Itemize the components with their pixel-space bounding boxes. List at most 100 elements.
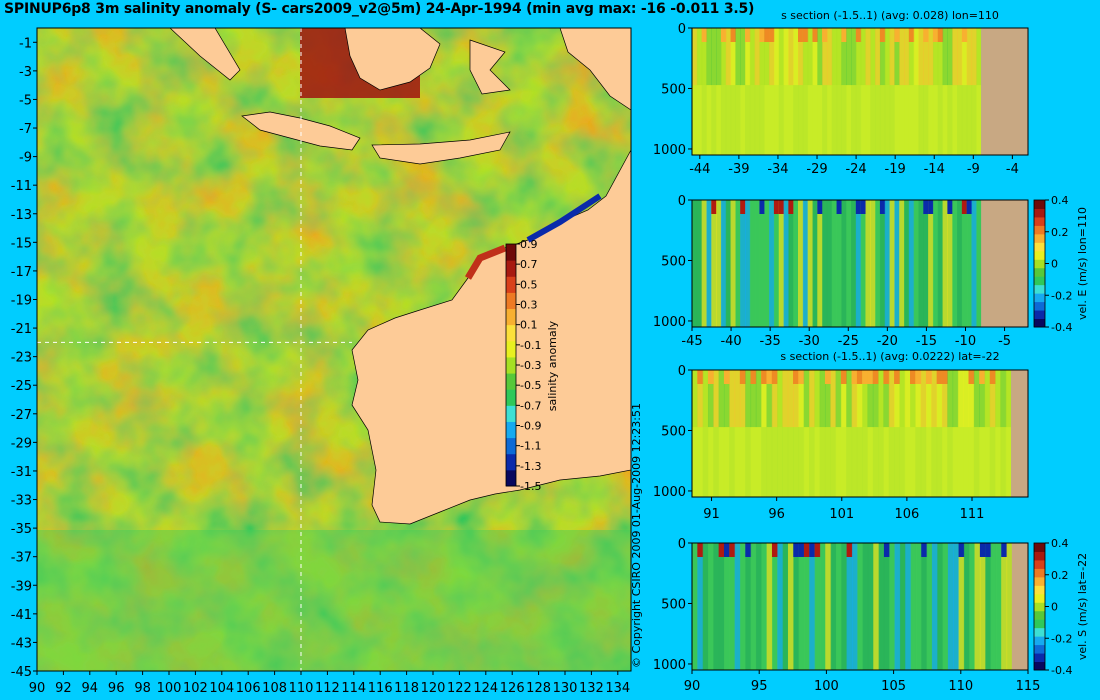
section-cell — [750, 427, 757, 497]
section-cell — [894, 543, 901, 670]
section-colorbar-tick-label: 0 — [1051, 601, 1058, 614]
section-cell — [860, 200, 867, 214]
map-colorbar-cell — [506, 389, 516, 406]
section-cell — [745, 370, 752, 428]
section-cell — [824, 427, 831, 497]
chart-title: SPINUP6p8 3m salinity anomaly (S- cars20… — [4, 1, 755, 17]
map-x-tick-label: 116 — [368, 681, 393, 696]
section-cell — [875, 85, 881, 155]
section-cell — [862, 543, 869, 670]
section-cell — [870, 85, 876, 155]
section-cell — [836, 85, 842, 155]
section-cell — [947, 28, 953, 86]
section-cell — [745, 28, 751, 86]
section-cell — [883, 370, 890, 428]
map-colorbar-cell — [506, 373, 516, 390]
section-x-tick-label: 105 — [881, 679, 906, 694]
section-cell — [822, 200, 828, 327]
section-x-tick-label: -4 — [1006, 162, 1019, 177]
section-land — [981, 28, 1028, 155]
section-colorbar-cell — [1034, 636, 1045, 646]
section-cell — [984, 370, 991, 428]
section-cell — [910, 370, 916, 428]
section-cell — [778, 28, 785, 86]
section-cell — [932, 28, 939, 86]
section-cell — [819, 543, 826, 670]
map-colorbar-label: salinity anomaly — [546, 320, 559, 411]
section-cell — [798, 28, 804, 42]
section-cell — [879, 200, 886, 327]
map-x-tick-label: 110 — [289, 681, 314, 696]
section-cell — [798, 28, 804, 86]
section-cell — [707, 427, 714, 497]
section-x-tick-label: -10 — [955, 334, 976, 349]
section-cell — [812, 28, 818, 86]
section-cell — [729, 543, 736, 670]
section-x-tick-label: -29 — [806, 162, 827, 177]
map-y-tick-label: -37 — [11, 551, 32, 566]
section-cell — [931, 370, 938, 428]
section-cell — [749, 28, 756, 86]
section-cell — [808, 427, 815, 497]
section-cell — [764, 28, 770, 42]
section-cell — [973, 370, 980, 428]
section-cell — [899, 543, 906, 670]
section-cell — [952, 370, 959, 428]
section-cell — [928, 200, 934, 214]
section-cell — [822, 85, 828, 155]
section-cell — [947, 370, 954, 428]
section-cell — [692, 85, 698, 155]
section-cell — [725, 85, 732, 155]
section-cell — [697, 427, 704, 497]
section-colorbar-cell — [1034, 568, 1045, 578]
map-y-tick-label: -39 — [11, 579, 32, 594]
section-y-tick-label: 500 — [661, 597, 686, 612]
section-cell — [788, 200, 794, 214]
section-cell — [889, 200, 895, 327]
section-cell — [778, 200, 785, 214]
section-cell — [716, 85, 722, 155]
section-cell — [865, 28, 871, 86]
section-cell — [798, 427, 805, 497]
section-cell — [862, 427, 869, 497]
section-cell — [862, 370, 869, 384]
section-cell — [754, 28, 761, 86]
section-cell — [745, 28, 751, 42]
section-x-tick-label: 95 — [751, 679, 768, 694]
section-cell — [730, 28, 736, 42]
section-x-tick-label: -24 — [845, 162, 866, 177]
section-cell — [872, 370, 879, 384]
section-cell — [798, 200, 804, 327]
section-colorbar-tick-label: -0.2 — [1051, 289, 1072, 302]
section-cell — [734, 427, 741, 497]
section-cell — [851, 427, 858, 497]
map-colorbar-tick-label: 0.3 — [520, 299, 538, 312]
section-panels: s section (-1.5..1) (avg: 0.028) lon=110… — [653, 9, 1089, 694]
section-cell — [707, 370, 714, 384]
section-cell — [841, 28, 847, 42]
section-cell — [952, 85, 958, 155]
section-cell — [711, 200, 717, 214]
vel-e-section-panel: -45 -40 -35 -30 -25 -20 -15 -10 -5 0 500 1000 0.4 0.2… — [653, 194, 1089, 349]
section-cell — [782, 543, 789, 670]
section-x-tick-label: -30 — [799, 334, 820, 349]
section-cell — [936, 427, 943, 497]
section-cell — [904, 200, 910, 327]
section-cell — [894, 200, 900, 327]
map-y-ticks: -1 -3 -5 -7 -9 -11 -13 -15 -17 -19 -21 -23 -25 -27 -29… — [11, 36, 37, 680]
section-colorbar-tick-label: -0.4 — [1051, 321, 1072, 334]
map-colorbar-cell — [506, 340, 516, 358]
map-y-tick-label: -35 — [11, 522, 32, 537]
section-cell — [971, 28, 977, 86]
section-cell — [894, 28, 900, 86]
map-x-tick-label: 124 — [473, 681, 498, 696]
section-cell — [836, 200, 842, 327]
section-x-tick-label: -14 — [924, 162, 945, 177]
section-cell — [921, 543, 928, 670]
map-y-tick-label: -25 — [11, 379, 32, 394]
section-cell — [706, 28, 712, 86]
section-cell — [856, 427, 863, 497]
map-colorbar-cell — [506, 324, 516, 342]
section-cell — [750, 543, 757, 670]
section-cell — [840, 370, 847, 384]
